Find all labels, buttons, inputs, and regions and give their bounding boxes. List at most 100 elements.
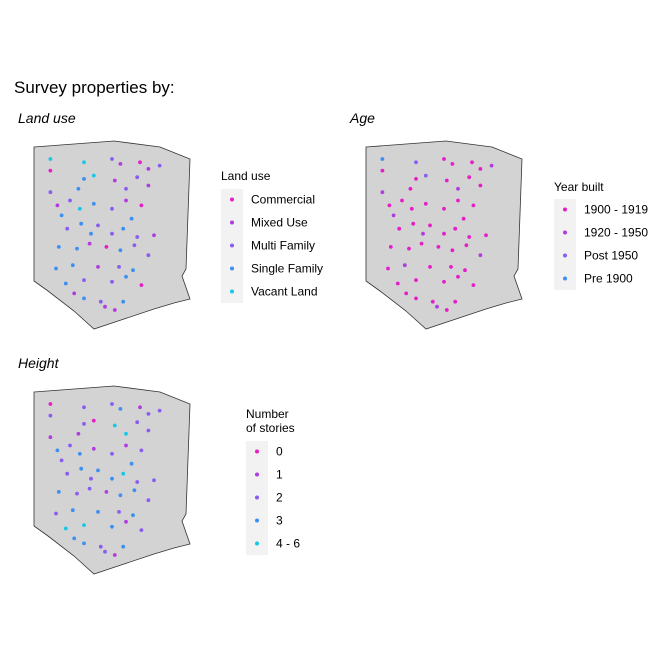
property-point	[450, 162, 455, 166]
property-point	[404, 291, 409, 296]
property-point	[72, 536, 77, 541]
property-point	[146, 253, 151, 258]
legend-label: Multi Family	[251, 239, 315, 253]
property-point	[82, 541, 86, 546]
property-point	[411, 221, 416, 226]
property-point	[423, 201, 428, 206]
property-point	[419, 241, 424, 246]
property-point	[56, 245, 61, 249]
property-point	[48, 413, 53, 418]
property-point	[112, 308, 117, 312]
property-point	[75, 246, 79, 251]
property-point	[98, 544, 103, 549]
legend-key	[230, 220, 234, 225]
property-point	[77, 451, 82, 456]
legend-key	[255, 449, 259, 454]
property-point	[118, 162, 123, 166]
property-point	[402, 263, 407, 268]
property-point	[82, 160, 86, 165]
legend-key	[230, 266, 234, 271]
property-point	[129, 461, 134, 466]
property-point	[112, 178, 117, 183]
property-point	[121, 471, 126, 476]
legend-title: of stories	[246, 421, 295, 435]
property-point	[461, 216, 466, 221]
legend-label: 1920 - 1950	[584, 226, 648, 240]
legend-key	[230, 289, 234, 294]
property-point	[138, 405, 142, 410]
property-point	[157, 163, 162, 168]
property-point	[478, 253, 483, 258]
legend-label: 0	[276, 445, 283, 459]
legend-key-background	[554, 199, 576, 290]
panel-title-land-use: Land use	[18, 110, 76, 126]
legend-land-use: Land use Commercial Mixed Use Multi Family S…	[221, 169, 323, 303]
property-point	[68, 198, 72, 203]
property-point	[110, 279, 114, 284]
panel-title-height: Height	[18, 355, 60, 371]
property-point	[118, 407, 123, 411]
property-point	[96, 223, 100, 228]
property-point	[139, 448, 144, 453]
property-point	[414, 296, 418, 301]
property-point	[397, 226, 402, 231]
property-point	[63, 526, 68, 531]
property-point	[55, 203, 60, 208]
legend-key	[563, 207, 567, 212]
property-point	[110, 157, 114, 161]
property-point	[124, 443, 128, 448]
property-point	[124, 186, 128, 191]
property-point	[131, 513, 135, 518]
property-point	[380, 190, 385, 195]
property-point	[48, 157, 53, 161]
property-point	[139, 203, 144, 208]
property-point	[442, 157, 446, 161]
property-point	[112, 423, 117, 428]
property-point	[386, 266, 390, 271]
map-land-use	[33, 140, 191, 330]
property-point	[442, 279, 446, 284]
property-point	[98, 299, 103, 304]
property-point	[408, 186, 413, 191]
legend-title: Number	[246, 407, 289, 421]
property-point	[421, 231, 425, 236]
property-point	[450, 248, 455, 253]
property-point	[478, 183, 483, 188]
property-point	[118, 248, 123, 253]
legend-key	[255, 518, 259, 523]
property-point	[131, 268, 135, 273]
property-point	[110, 524, 114, 529]
property-point	[82, 296, 86, 301]
property-point	[467, 175, 472, 180]
legend-title: Land use	[221, 169, 271, 183]
property-point	[387, 203, 392, 208]
property-point	[48, 190, 53, 195]
legend-key	[255, 541, 259, 546]
property-point	[388, 245, 393, 249]
property-point	[70, 263, 75, 268]
property-point	[104, 245, 109, 249]
property-point	[138, 160, 142, 165]
property-point	[414, 278, 418, 282]
property-point	[456, 198, 460, 203]
legend-key	[563, 276, 567, 281]
property-point	[139, 528, 144, 532]
property-point	[63, 281, 68, 286]
property-point	[124, 274, 128, 279]
legend-label: Vacant Land	[251, 285, 318, 299]
property-point	[110, 206, 114, 211]
property-point	[146, 428, 151, 433]
property-point	[132, 243, 137, 248]
property-point	[453, 226, 458, 231]
property-point	[407, 246, 411, 251]
legend-key	[563, 230, 567, 235]
property-point	[82, 177, 86, 181]
property-point	[103, 549, 107, 554]
property-point	[444, 308, 449, 312]
property-point	[96, 468, 100, 473]
legend-key	[230, 243, 234, 248]
property-point	[423, 173, 428, 178]
property-point	[478, 167, 483, 171]
property-point	[82, 278, 86, 282]
